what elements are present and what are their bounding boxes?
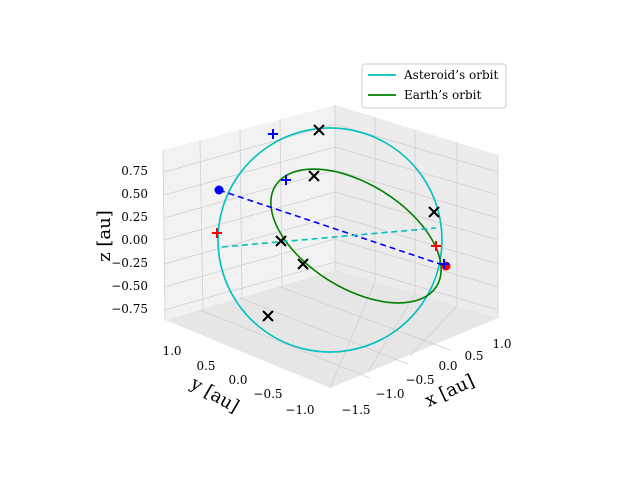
x-marker: [297, 258, 309, 270]
grid-line: [239, 129, 243, 299]
x-marker: [308, 170, 320, 182]
y-tick-label: −1.0: [285, 403, 314, 417]
grid-line: [239, 297, 409, 365]
markers-group: [212, 124, 451, 322]
z-tick-label: −0.25: [111, 256, 148, 270]
grid-line: [163, 146, 336, 196]
y-tick-label: 0.5: [196, 359, 215, 373]
grid-line: [163, 261, 336, 311]
x-tick-label: 0.0: [438, 359, 457, 373]
z-tick-label: 0.50: [121, 187, 148, 201]
grid-line: [334, 169, 499, 219]
y-tick-label: 0.0: [228, 373, 247, 387]
y-tick-labels: −1.0−0.5 0.0 0.5 1.0: [162, 344, 314, 417]
x-tick-label: 1.0: [492, 337, 511, 351]
z-axis-label: z [au]: [94, 210, 115, 262]
cyan-dashed-line: [221, 227, 437, 248]
dot-marker: [441, 261, 451, 271]
x-marker: [313, 124, 325, 136]
grid-line: [163, 191, 336, 241]
grid-line: [409, 305, 458, 357]
earth-orbit-line: [270, 168, 442, 304]
x-tick-labels: −1.5 −1.0−0.5 0.0 0.5 1.0: [341, 337, 511, 417]
x-tick-label: −0.5: [405, 373, 434, 387]
grid-line: [199, 309, 371, 379]
grid-line: [334, 215, 499, 265]
grid-line: [162, 149, 166, 321]
grid-line: [334, 146, 499, 196]
legend-label-earth: Earth’s orbit: [404, 88, 481, 102]
grid-line: [163, 169, 336, 219]
grid-line: [334, 238, 499, 288]
grid-line: [334, 261, 499, 311]
dot-marker: [214, 185, 224, 195]
y-tick-label: 1.0: [162, 344, 181, 358]
z-tick-label: −0.50: [111, 279, 148, 293]
x-marker: [275, 235, 287, 247]
z-tick-label: −0.75: [111, 302, 148, 316]
y-tick-label: −0.5: [253, 387, 282, 401]
grid-line: [279, 118, 283, 288]
grid-line: [163, 123, 336, 173]
grid-line: [334, 191, 499, 241]
x-tick-label: 0.5: [464, 349, 483, 363]
grid-line: [163, 238, 336, 288]
legend-label-asteroid: Asteroid’s orbit: [403, 68, 498, 82]
floor-pane: [165, 270, 498, 388]
x-marker: [262, 310, 274, 322]
asteroid-orbit-line: [217, 127, 443, 353]
grid-lines: [162, 105, 499, 389]
z-tick-label: 0.00: [121, 233, 148, 247]
z-tick-labels: 0.75 0.50 0.25 0.00 −0.25 −0.50 −0.75: [111, 164, 148, 316]
grid-line: [199, 139, 204, 311]
x-tick-label: −1.5: [341, 403, 370, 417]
z-tick-label: 0.75: [121, 164, 148, 178]
grid-line: [279, 286, 451, 351]
z-tick-label: 0.25: [121, 210, 148, 224]
grid-line: [329, 281, 376, 389]
legend: Asteroid’s orbit Earth’s orbit: [361, 63, 507, 109]
legend-box: [361, 63, 507, 109]
grid-line: [163, 215, 336, 265]
x-tick-label: −1.0: [375, 387, 404, 401]
x-marker: [428, 206, 440, 218]
